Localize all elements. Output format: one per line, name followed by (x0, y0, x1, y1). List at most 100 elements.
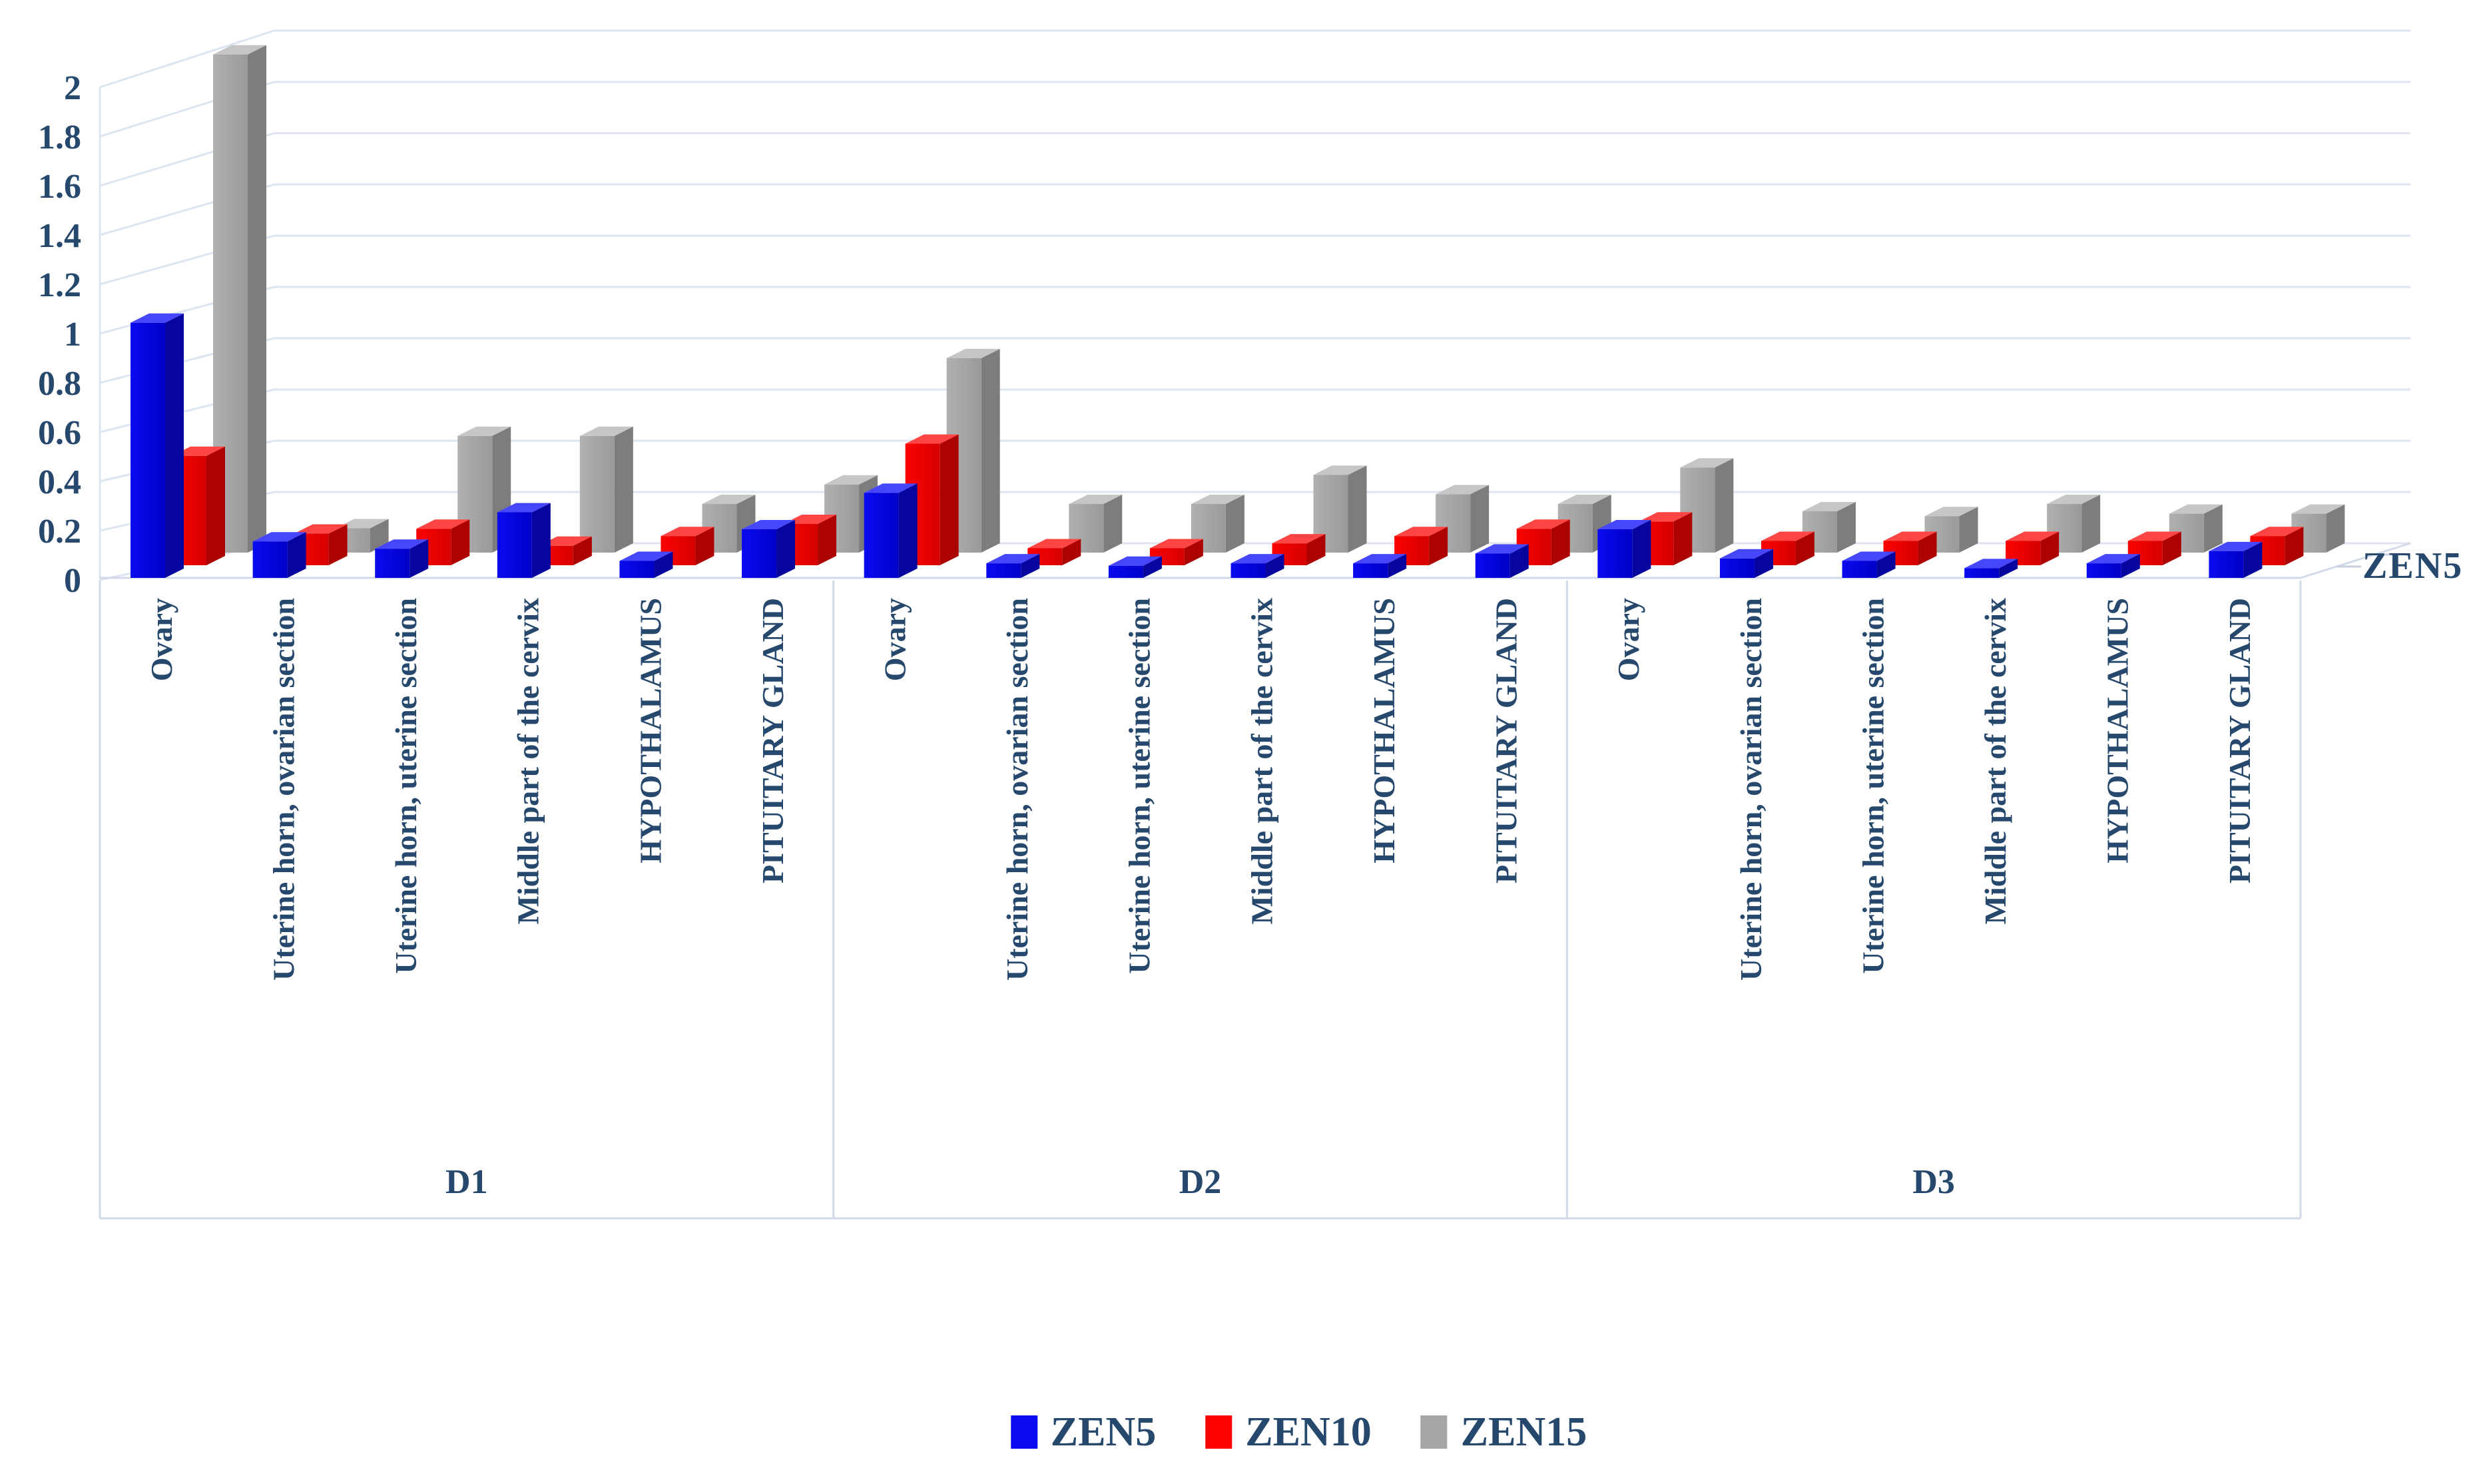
bar-D2-Ovary-ZEN10-top (905, 434, 959, 444)
group-label-D1: D1 (445, 1163, 488, 1201)
bar-D2-Uterine-horn-ovarian-section-ZEN5-side (1021, 554, 1040, 578)
bar-D2-Uterine-horn-ovarian-section-ZEN5 (986, 563, 1021, 578)
bar-D3-HYPOTHALAMUS-ZEN5 (2086, 563, 2121, 578)
legend-item-zen15: ZEN15 (1420, 1409, 1587, 1455)
bar-D1-Middle-part-of-the-cervix-ZEN10-top (538, 536, 592, 546)
bar-D1-HYPOTHALAMUS-ZEN10-side (695, 527, 714, 565)
category-label-D3-2: Uterine horn, uterine section (1856, 598, 1890, 974)
bar-D1-Ovary-ZEN15-side (248, 45, 266, 553)
category-label-D2-2: Uterine horn, uterine section (1123, 598, 1157, 974)
category-label-D3-1: Uterine horn, ovarian section (1734, 598, 1768, 981)
bar-D2-Middle-part-of-the-cervix-ZEN5 (1231, 563, 1266, 578)
y-axis-tick-label-1.8: 1.8 (38, 119, 81, 156)
bar-D3-PITUITARY-GLAND-ZEN5 (2209, 551, 2244, 578)
bar-D3-PITUITARY-GLAND-ZEN10-side (2285, 527, 2304, 565)
bar-D2-Uterine-horn-uterine-section-ZEN15-top (1191, 495, 1244, 504)
bar-D3-HYPOTHALAMUS-ZEN5-top (2086, 554, 2140, 564)
legend-label-zen15: ZEN15 (1460, 1409, 1587, 1455)
category-label-D2-3: Middle part of the cervix (1244, 598, 1278, 925)
bar-D1-Ovary-ZEN5 (131, 322, 165, 578)
bar-D2-Uterine-horn-uterine-section-ZEN5 (1108, 565, 1143, 578)
y-axis-tick-label-0.8: 0.8 (38, 365, 81, 403)
y-axis-tick-label-1.6: 1.6 (38, 168, 81, 206)
category-label-D3-3: Middle part of the cervix (1978, 598, 2012, 925)
bar-D3-Uterine-horn-uterine-section-ZEN5-top (1842, 551, 1896, 561)
bar-D3-HYPOTHALAMUS-ZEN10-top (2127, 531, 2181, 541)
y-axis-tick-label-0.2: 0.2 (38, 513, 81, 551)
bar-D1-Uterine-horn-ovarian-section-ZEN15-top (335, 519, 389, 529)
bar-D2-Middle-part-of-the-cervix-ZEN5-side (1265, 554, 1284, 578)
bar-D3-HYPOTHALAMUS-ZEN15-side (2203, 504, 2223, 553)
bar-D1-Uterine-horn-ovarian-section-ZEN5-top (252, 532, 306, 542)
bar-D3-Uterine-horn-uterine-section-ZEN5-side (1876, 551, 1896, 578)
bar-D3-Ovary-ZEN5 (1597, 529, 1633, 578)
bar-D1-HYPOTHALAMUS-ZEN10-top (661, 527, 714, 537)
bar-D1-Middle-part-of-the-cervix-ZEN5-side (531, 503, 551, 578)
depth-axis (2300, 542, 2411, 579)
bar-D2-Ovary-ZEN5 (864, 493, 899, 578)
bar-D2-PITUITARY-GLAND-ZEN5 (1475, 553, 1510, 578)
bar-D3-Ovary-ZEN15-top (1680, 458, 1734, 468)
bar-D3-Ovary-ZEN15-side (1715, 458, 1734, 553)
bar-D1-Uterine-horn-uterine-section-ZEN5-top (375, 539, 429, 549)
bar-D1-Middle-part-of-the-cervix-ZEN15-side (614, 426, 633, 553)
category-label-D1-3: Middle part of the cervix (511, 598, 545, 925)
series-axis-label: ZEN5 (2362, 545, 2464, 587)
bar-D3-Uterine-horn-ovarian-section-ZEN10-side (1795, 531, 1814, 565)
bar-D2-Middle-part-of-the-cervix-ZEN15-top (1313, 465, 1367, 475)
category-label-D1-4: HYPOTHALAMUS (633, 598, 667, 864)
bar-D2-Uterine-horn-uterine-section-ZEN15-side (1225, 495, 1244, 553)
bar-D3-Middle-part-of-the-cervix-ZEN10-top (2006, 531, 2059, 541)
bar-D2-Uterine-horn-ovarian-section-ZEN10-side (1062, 539, 1081, 565)
category-label-D3-4: HYPOTHALAMUS (2101, 598, 2135, 864)
bar-D2-Ovary-ZEN5-side (898, 483, 918, 578)
bar-D3-Uterine-horn-ovarian-section-ZEN15-top (1802, 501, 1856, 511)
bar-D1-Uterine-horn-uterine-section-ZEN10-top (416, 519, 470, 529)
bar-D2-PITUITARY-GLAND-ZEN15-top (1557, 495, 1611, 504)
bar-D3-Middle-part-of-the-cervix-ZEN5-top (1964, 559, 2018, 569)
bar-D3-HYPOTHALAMUS-ZEN15-top (2169, 504, 2223, 514)
bar-D2-Uterine-horn-ovarian-section-ZEN10-top (1027, 539, 1081, 549)
bar-D1-Ovary-ZEN15-top (213, 45, 266, 55)
bar-D2-PITUITARY-GLAND-ZEN5-top (1475, 544, 1529, 554)
bar-D1-Uterine-horn-uterine-section-ZEN5-side (410, 539, 429, 578)
y-axis-tick-label-0.6: 0.6 (38, 414, 81, 452)
bar-D1-PITUITARY-GLAND-ZEN10-top (783, 514, 837, 524)
bar-D1-PITUITARY-GLAND-ZEN10-side (818, 514, 837, 565)
gridline-sidewall-10 (99, 29, 275, 89)
category-label-D1-2: Uterine horn, uterine section (389, 598, 423, 974)
bar-D2-Uterine-horn-uterine-section-ZEN5-side (1143, 556, 1162, 578)
bar-D3-Ovary-ZEN10-side (1673, 512, 1693, 565)
bar-D3-PITUITARY-GLAND-ZEN5-side (2243, 541, 2263, 578)
bar-D2-PITUITARY-GLAND-ZEN10-side (1551, 519, 1570, 565)
bar-D3-Uterine-horn-uterine-section-ZEN10-side (1918, 531, 1937, 565)
bar-D3-Uterine-horn-ovarian-section-ZEN5 (1719, 558, 1755, 578)
bar-D1-PITUITARY-GLAND-ZEN5-top (742, 520, 796, 529)
bar-D3-Ovary-ZEN5-side (1632, 520, 1651, 578)
y-axis-tick-label-1.2: 1.2 (38, 266, 81, 304)
legend: ZEN5 ZEN10 ZEN15 (1010, 1409, 1587, 1455)
bar-D3-PITUITARY-GLAND-ZEN10-top (2250, 527, 2304, 537)
legend-swatch-zen15 (1420, 1415, 1448, 1449)
bar-D1-PITUITARY-GLAND-ZEN5 (742, 529, 777, 578)
bar-D1-Uterine-horn-ovarian-section-ZEN10-top (294, 524, 348, 534)
category-label-D1-5: PITUITARY GLAND (756, 598, 790, 883)
bar-D2-Uterine-horn-uterine-section-ZEN10-top (1149, 539, 1203, 549)
bar-D2-HYPOTHALAMUS-ZEN15-side (1470, 485, 1490, 553)
bar-D3-Middle-part-of-the-cervix-ZEN5-side (1999, 559, 2018, 578)
category-label-D3-0: Ovary (1611, 598, 1645, 681)
category-label-D3-5: PITUITARY GLAND (2223, 598, 2257, 883)
bar-D2-Uterine-horn-ovarian-section-ZEN5-top (986, 554, 1040, 564)
legend-item-zen10: ZEN10 (1205, 1411, 1372, 1453)
bar-D2-Middle-part-of-the-cervix-ZEN15-side (1348, 465, 1367, 553)
group-label-D2: D2 (1179, 1163, 1222, 1201)
bar-D1-Uterine-horn-uterine-section-ZEN5 (375, 549, 410, 578)
bar-D1-Middle-part-of-the-cervix-ZEN15 (579, 435, 615, 553)
bar-D1-PITUITARY-GLAND-ZEN15-top (824, 475, 878, 485)
bar-D2-Middle-part-of-the-cervix-ZEN10-side (1306, 534, 1326, 565)
bar-D3-Uterine-horn-ovarian-section-ZEN5-side (1754, 549, 1773, 578)
bar-D2-HYPOTHALAMUS-ZEN5-top (1353, 554, 1407, 564)
bar-D3-Ovary-ZEN10-top (1639, 512, 1693, 522)
